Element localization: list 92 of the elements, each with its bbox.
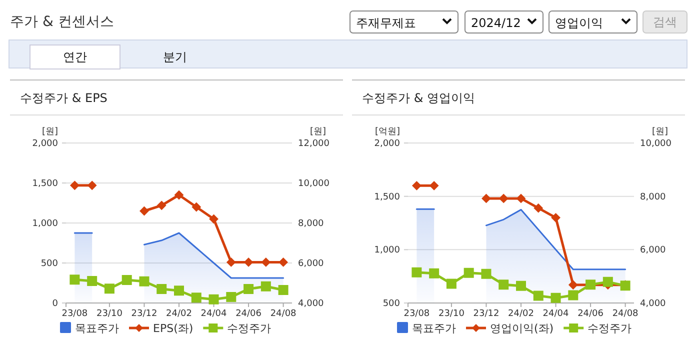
x-tick-label: 24/08 xyxy=(612,309,639,319)
y2-tick-label: 8,000 xyxy=(640,192,666,202)
y2-axis-title: [원] xyxy=(652,127,668,137)
point xyxy=(70,274,80,285)
legend-label: 목표주가 xyxy=(412,322,456,335)
y2-tick-label: 6,000 xyxy=(298,259,324,269)
y-tick-label: 0 xyxy=(52,299,58,309)
point xyxy=(156,284,167,294)
x-tick-label: 24/04 xyxy=(542,309,570,319)
point xyxy=(87,276,98,286)
y2-tick-label: 8,000 xyxy=(298,219,324,229)
x-tick-label: 24/06 xyxy=(236,309,262,319)
point xyxy=(191,292,202,303)
y2-tick-label: 10,000 xyxy=(298,179,330,189)
text: 2024/12 xyxy=(471,16,521,30)
point xyxy=(260,281,271,292)
point xyxy=(122,275,132,285)
point xyxy=(278,285,288,295)
point xyxy=(482,194,491,203)
y2-tick-label: 4,000 xyxy=(298,299,324,309)
point xyxy=(516,194,526,203)
point xyxy=(70,180,80,190)
legend-label: 목표주가 xyxy=(75,322,119,335)
x-tick-label: 24/04 xyxy=(200,309,228,319)
point xyxy=(429,268,440,278)
point xyxy=(278,258,288,267)
point xyxy=(244,284,254,294)
point xyxy=(174,190,184,200)
point xyxy=(568,280,578,290)
y-tick-label: 2,000 xyxy=(32,139,58,149)
x-tick-label: 24/02 xyxy=(508,309,534,319)
y2-tick-label: 10,000 xyxy=(640,139,672,149)
x-tick-label: 24/02 xyxy=(166,309,192,319)
point xyxy=(192,202,201,212)
x-tick-label: 23/10 xyxy=(96,309,123,319)
legend-label: 수정주가 xyxy=(227,322,272,335)
point xyxy=(209,214,218,224)
point xyxy=(174,286,184,296)
legend-label: EPS(좌) xyxy=(153,322,194,335)
point xyxy=(464,268,474,278)
x-tick-label: 23/08 xyxy=(62,309,88,319)
x-tick-label: 23/08 xyxy=(404,309,430,319)
point xyxy=(157,200,166,210)
point xyxy=(516,280,526,291)
y2-tick-label: 6,000 xyxy=(640,246,666,256)
text: 주재무제표 xyxy=(356,16,416,30)
point xyxy=(88,180,97,190)
point xyxy=(412,267,422,278)
point xyxy=(226,258,236,267)
y-tick-label: 500 xyxy=(382,299,400,309)
y-axis-title: [억원] xyxy=(374,127,400,137)
y-tick-label: 1,500 xyxy=(32,179,58,189)
y2-tick-label: 12,000 xyxy=(298,139,330,149)
point xyxy=(208,294,219,304)
text: 주가 & 컨센서스 xyxy=(10,14,114,30)
point xyxy=(534,204,543,213)
chart-title: 수정주가 & EPS xyxy=(20,91,108,105)
legend-label: 수정주가 xyxy=(588,322,632,335)
point xyxy=(533,290,544,301)
y-tick-label: 1,500 xyxy=(374,192,400,202)
point xyxy=(140,206,149,216)
point xyxy=(139,276,150,286)
x-tick-label: 23/10 xyxy=(438,309,465,319)
x-tick-label: 23/12 xyxy=(473,309,500,319)
point xyxy=(551,213,560,222)
point xyxy=(226,292,236,302)
point xyxy=(499,194,508,203)
text: 연간 xyxy=(63,50,87,64)
y-tick-label: 2,000 xyxy=(374,139,400,149)
y-axis-title: [원] xyxy=(42,127,58,137)
y-tick-label: 1,000 xyxy=(32,219,58,229)
point xyxy=(602,276,613,287)
x-tick-label: 24/08 xyxy=(270,309,297,319)
point xyxy=(430,181,439,190)
point xyxy=(498,280,509,290)
text: 분기 xyxy=(163,50,187,64)
y2-tick-label: 4,000 xyxy=(640,299,666,309)
point xyxy=(412,181,422,190)
point xyxy=(104,284,114,294)
point xyxy=(481,268,492,279)
y2-axis-title: [원] xyxy=(310,127,326,137)
text: 검색 xyxy=(653,15,677,29)
point xyxy=(550,292,561,303)
point xyxy=(446,278,456,289)
chart-title: 수정주가 & 영업이익 xyxy=(362,91,475,105)
y-tick-label: 500 xyxy=(40,259,58,269)
legend-label: 영업이익(좌) xyxy=(490,322,554,335)
y-tick-label: 1,000 xyxy=(374,246,400,256)
x-tick-label: 24/06 xyxy=(578,309,604,319)
point xyxy=(568,290,578,300)
x-tick-label: 23/12 xyxy=(131,309,158,319)
text: 영업이익 xyxy=(555,16,603,30)
